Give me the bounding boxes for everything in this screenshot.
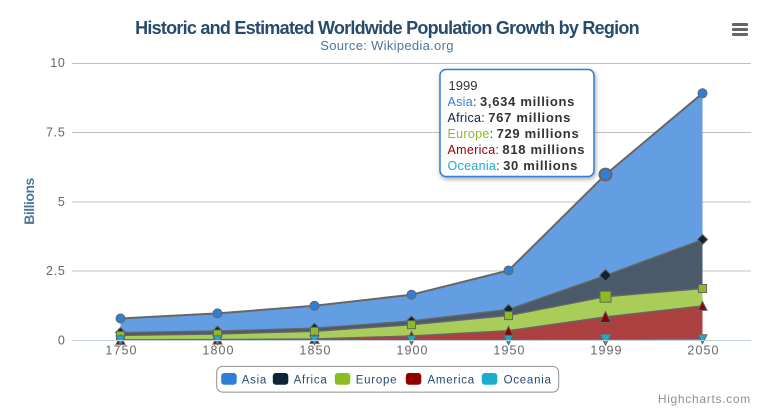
svg-text:Europe: Europe — [356, 374, 398, 386]
svg-text:Historic and Estimated Worldwi: Historic and Estimated Worldwide Populat… — [135, 18, 639, 38]
svg-text:2.5: 2.5 — [46, 264, 65, 278]
svg-text:Europe: 729 millions: Europe: 729 millions — [448, 126, 580, 141]
svg-text:1750: 1750 — [105, 343, 137, 357]
svg-text:Oceania: 30 millions: Oceania: 30 millions — [448, 158, 579, 173]
svg-text:Source: Wikipedia.org: Source: Wikipedia.org — [320, 38, 453, 53]
svg-text:America: America — [428, 374, 475, 386]
svg-text:5: 5 — [58, 195, 66, 209]
svg-text:1999: 1999 — [449, 78, 478, 93]
svg-text:2050: 2050 — [687, 343, 719, 357]
svg-text:Billions: Billions — [21, 178, 37, 225]
svg-text:Highcharts.com: Highcharts.com — [658, 392, 751, 406]
svg-text:10: 10 — [50, 56, 65, 70]
svg-text:Africa: Africa — [294, 374, 328, 386]
svg-text:7.5: 7.5 — [46, 125, 65, 139]
svg-text:Asia: Asia — [242, 374, 267, 386]
svg-text:1950: 1950 — [493, 343, 525, 357]
svg-text:1800: 1800 — [202, 343, 234, 357]
svg-text:1900: 1900 — [396, 343, 428, 357]
svg-text:1999: 1999 — [590, 343, 622, 357]
svg-text:Oceania: Oceania — [504, 374, 552, 386]
svg-text:1850: 1850 — [299, 343, 331, 357]
svg-text:Africa: 767 millions: Africa: 767 millions — [448, 110, 572, 125]
svg-text:Asia: 3,634 millions: Asia: 3,634 millions — [448, 94, 576, 109]
svg-text:America: 818 millions: America: 818 millions — [448, 142, 586, 157]
svg-text:0: 0 — [58, 333, 66, 347]
